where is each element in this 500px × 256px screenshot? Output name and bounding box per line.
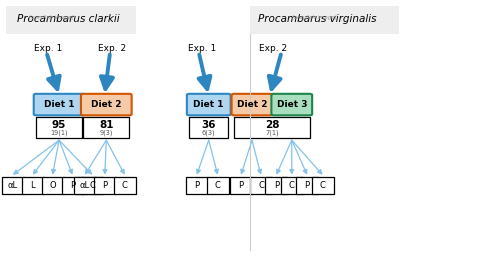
FancyBboxPatch shape — [296, 177, 318, 194]
Text: 95: 95 — [52, 120, 66, 130]
FancyBboxPatch shape — [187, 94, 230, 115]
FancyBboxPatch shape — [190, 117, 228, 138]
Text: 28: 28 — [264, 120, 279, 130]
Text: [crayfish image]: [crayfish image] — [28, 15, 74, 20]
Text: Procambarus virginalis: Procambarus virginalis — [258, 14, 376, 24]
FancyBboxPatch shape — [42, 177, 64, 194]
Text: [crayfish image]: [crayfish image] — [292, 15, 337, 20]
Text: P: P — [70, 181, 75, 190]
FancyBboxPatch shape — [81, 94, 132, 115]
FancyBboxPatch shape — [232, 94, 272, 115]
Text: C: C — [289, 181, 294, 190]
FancyBboxPatch shape — [230, 177, 252, 194]
Text: Diet 1: Diet 1 — [194, 100, 224, 109]
Text: C: C — [214, 181, 220, 190]
FancyBboxPatch shape — [206, 177, 229, 194]
Text: C: C — [122, 181, 128, 190]
FancyBboxPatch shape — [234, 117, 310, 138]
FancyBboxPatch shape — [281, 177, 302, 194]
FancyBboxPatch shape — [250, 6, 399, 34]
Text: 81: 81 — [99, 120, 114, 130]
Text: 36: 36 — [202, 120, 216, 130]
FancyBboxPatch shape — [82, 177, 104, 194]
Text: C: C — [258, 181, 264, 190]
Text: P: P — [304, 181, 310, 190]
Text: Exp. 2: Exp. 2 — [98, 44, 126, 53]
FancyBboxPatch shape — [6, 6, 136, 34]
FancyBboxPatch shape — [2, 177, 24, 194]
FancyBboxPatch shape — [74, 177, 96, 194]
Text: Diet 2: Diet 2 — [91, 100, 122, 109]
Text: Exp. 1: Exp. 1 — [34, 44, 62, 53]
Text: αL: αL — [80, 181, 90, 190]
FancyBboxPatch shape — [250, 177, 272, 194]
FancyBboxPatch shape — [36, 117, 82, 138]
Text: 6(3): 6(3) — [202, 130, 215, 136]
FancyBboxPatch shape — [312, 177, 334, 194]
FancyBboxPatch shape — [272, 94, 312, 115]
Text: Diet 1: Diet 1 — [44, 100, 74, 109]
Text: 19(1): 19(1) — [50, 130, 68, 136]
FancyBboxPatch shape — [22, 177, 44, 194]
Text: P: P — [194, 181, 200, 190]
Text: P: P — [102, 181, 108, 190]
Text: Exp. 1: Exp. 1 — [188, 44, 216, 53]
FancyBboxPatch shape — [114, 177, 136, 194]
Text: 7(1): 7(1) — [265, 130, 278, 136]
Text: P: P — [274, 181, 279, 190]
Text: C: C — [90, 181, 96, 190]
Text: O: O — [50, 181, 56, 190]
Text: C: C — [320, 181, 326, 190]
FancyBboxPatch shape — [84, 117, 129, 138]
FancyBboxPatch shape — [94, 177, 116, 194]
FancyBboxPatch shape — [186, 177, 208, 194]
Text: αL: αL — [8, 181, 18, 190]
Text: P: P — [238, 181, 244, 190]
Text: Exp. 2: Exp. 2 — [259, 44, 287, 53]
Text: Procambarus clarkii: Procambarus clarkii — [17, 14, 120, 24]
Text: 9(3): 9(3) — [100, 130, 113, 136]
Text: Diet 3: Diet 3 — [276, 100, 307, 109]
Text: Diet 2: Diet 2 — [236, 100, 267, 109]
FancyBboxPatch shape — [266, 177, 287, 194]
FancyBboxPatch shape — [34, 94, 84, 115]
Text: L: L — [30, 181, 35, 190]
FancyBboxPatch shape — [62, 177, 84, 194]
